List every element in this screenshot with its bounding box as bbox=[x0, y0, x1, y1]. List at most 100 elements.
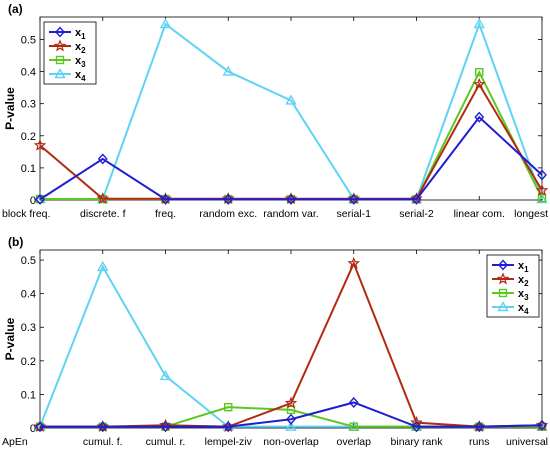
point-1-x2-3 bbox=[221, 420, 235, 433]
legend-label-1-2: x3 bbox=[518, 288, 529, 302]
ylabel-0: P-value bbox=[3, 87, 17, 130]
point-1-x2-4 bbox=[284, 396, 298, 409]
point-0-x1-2 bbox=[160, 193, 171, 205]
point-1-x3-4 bbox=[286, 405, 296, 415]
point-0-x1-4 bbox=[286, 193, 296, 205]
point-1-x3-3 bbox=[224, 402, 233, 412]
ytick-label-1-2: 0.2 bbox=[21, 356, 36, 368]
legend-marker-0-1 bbox=[53, 39, 67, 52]
legend-label-0-1: x2 bbox=[75, 41, 86, 55]
point-0-x1-7 bbox=[474, 111, 485, 123]
point-0-x1-0 bbox=[35, 193, 45, 205]
point-0-x2-7 bbox=[472, 77, 486, 90]
point-1-x2-5 bbox=[347, 256, 361, 269]
xtick-label-1-8: universal bbox=[506, 436, 548, 448]
xtick-label-0-6: serial-2 bbox=[399, 208, 434, 220]
point-0-x4-8 bbox=[536, 193, 548, 204]
point-0-x2-1 bbox=[96, 192, 110, 205]
ytick-label-1-3: 0.3 bbox=[21, 322, 36, 334]
point-1-x1-1 bbox=[97, 421, 108, 433]
legend-marker-0-3 bbox=[54, 68, 66, 79]
point-1-x2-6 bbox=[410, 416, 423, 428]
point-1-x2-7 bbox=[472, 420, 486, 433]
xtick-label-1-6: binary rank bbox=[391, 436, 444, 448]
xtick-label-1-4: non-overlap bbox=[263, 436, 319, 448]
point-0-x1-5 bbox=[348, 193, 359, 205]
ytick-label-1-4: 0.4 bbox=[21, 289, 36, 301]
panel-1: 0 0.1 0.2 0.3 0.4 0.5 ApEn cumul. f. cumul. r. le… bbox=[2, 235, 549, 448]
point-0-x1-8 bbox=[537, 169, 547, 181]
point-1-x2-8 bbox=[535, 418, 549, 431]
legend-marker-1-0 bbox=[498, 259, 508, 271]
ytick-label-0-3: 0.3 bbox=[21, 99, 36, 111]
point-1-x1-8 bbox=[537, 419, 547, 431]
xtick-label-0-4: random var. bbox=[263, 208, 318, 220]
legend-label-1-0: x1 bbox=[518, 260, 529, 274]
point-1-x1-7 bbox=[474, 421, 485, 433]
ytick-label-0-5: 0.5 bbox=[21, 34, 36, 46]
point-0-x2-8 bbox=[535, 183, 549, 196]
ytick-label-1-5: 0.5 bbox=[21, 255, 36, 267]
xtick-label-0-3: random exc. bbox=[199, 208, 257, 220]
series-line-0-x3 bbox=[40, 69, 543, 201]
xtick-label-0-5: serial-1 bbox=[337, 208, 372, 220]
legend-label-0-0: x1 bbox=[75, 27, 86, 41]
point-0-x2-4 bbox=[284, 192, 298, 205]
legend-label-1-1: x2 bbox=[518, 274, 529, 288]
xtick-label-1-1: cumul. f. bbox=[83, 436, 123, 448]
point-1-x2-0 bbox=[33, 420, 47, 433]
legend-marker-1-3 bbox=[497, 301, 509, 312]
xtick-label-0-7: linear com. bbox=[454, 208, 505, 220]
ytick-label-0-0: 0 bbox=[30, 195, 36, 207]
point-0-x1-6 bbox=[411, 193, 422, 205]
point-0-x2-3 bbox=[221, 192, 235, 205]
series-line-0-x4 bbox=[40, 21, 543, 201]
point-1-x1-5 bbox=[348, 396, 359, 409]
point-1-x1-4 bbox=[286, 413, 296, 425]
xtick-label-1-7: runs bbox=[469, 436, 489, 448]
ytick-label-0-4: 0.4 bbox=[21, 67, 36, 79]
point-0-x2-0 bbox=[33, 138, 47, 151]
point-0-x3-7 bbox=[475, 68, 484, 77]
xtick-label-1-5: overlap bbox=[337, 436, 372, 448]
point-1-x3-5 bbox=[349, 422, 358, 431]
series-line-0-x1 bbox=[39, 115, 543, 201]
point-0-x4-2 bbox=[159, 18, 172, 29]
legend-marker-0-0 bbox=[55, 26, 65, 38]
point-1-x4-2 bbox=[159, 370, 172, 381]
ytick-label-0-1: 0.1 bbox=[21, 163, 36, 175]
xtick-label-1-2: cumul. r. bbox=[146, 436, 186, 448]
point-1-x2-1 bbox=[96, 420, 110, 433]
ytick-label-1-1: 0.1 bbox=[21, 389, 36, 401]
xtick-label-0-1: discrete. f bbox=[80, 208, 126, 220]
point-0-x3-8 bbox=[537, 193, 547, 203]
point-1-x4-1 bbox=[97, 260, 109, 271]
point-1-x1-0 bbox=[35, 421, 45, 433]
panel-label-0: (a) bbox=[8, 2, 23, 16]
xtick-label-0-0: block freq. bbox=[2, 208, 50, 220]
point-0-x4-7 bbox=[473, 18, 485, 29]
point-1-x1-2 bbox=[160, 421, 171, 433]
legend-marker-0-2 bbox=[55, 55, 65, 65]
point-1-x1-3 bbox=[223, 421, 234, 433]
ytick-label-1-0: 0 bbox=[30, 423, 36, 435]
legend-label-0-3: x4 bbox=[75, 69, 86, 83]
point-0-x4-4 bbox=[285, 94, 297, 105]
legend-label-1-3: x4 bbox=[518, 302, 529, 316]
xtick-label-1-3: lempel-ziv bbox=[205, 436, 253, 448]
panel-0: 0 0.1 0.2 0.3 0.4 0.5 block freq. discrete. f fr… bbox=[2, 2, 549, 220]
point-0-x2-5 bbox=[347, 192, 361, 205]
ylabel-1: P-value bbox=[3, 317, 17, 360]
point-0-x4-3 bbox=[222, 65, 234, 76]
series-line-1-x1 bbox=[40, 401, 543, 428]
point-1-x4-4 bbox=[285, 420, 297, 431]
ytick-label-0-2: 0.2 bbox=[21, 131, 36, 143]
legend-marker-1-2 bbox=[498, 288, 508, 298]
panel-label-1: (b) bbox=[8, 235, 23, 249]
point-0-x1-3 bbox=[223, 193, 234, 205]
xtick-label-1-0: ApEn bbox=[2, 436, 28, 448]
point-0-x1-1 bbox=[97, 153, 108, 165]
